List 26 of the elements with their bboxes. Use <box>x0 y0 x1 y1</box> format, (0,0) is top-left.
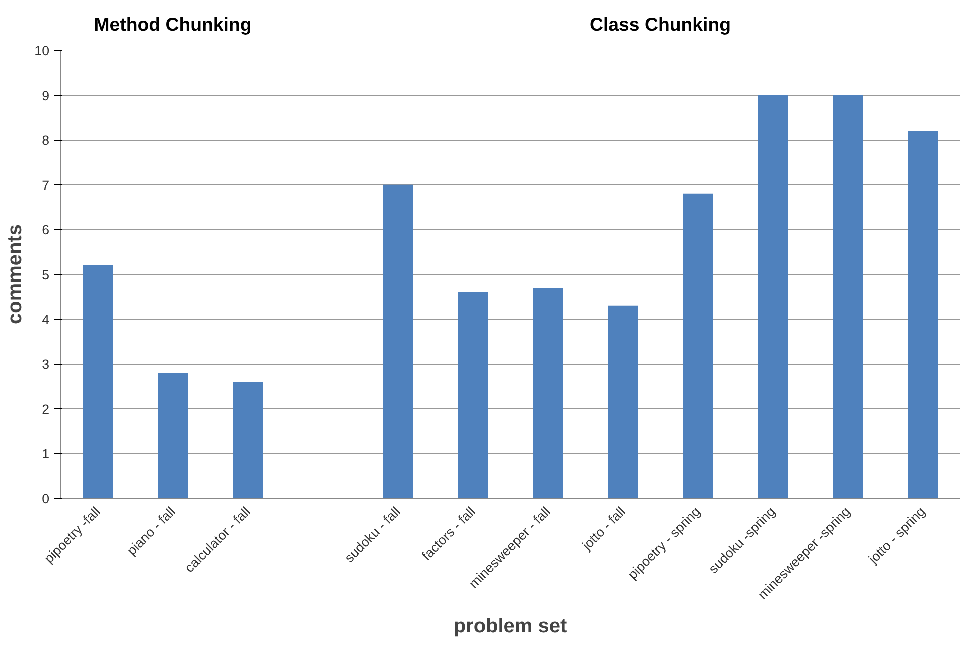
bar <box>458 292 488 498</box>
y-tick-label: 6 <box>42 222 50 238</box>
bar <box>683 194 713 498</box>
y-tick-label: 5 <box>42 268 50 282</box>
y-tick-label: 8 <box>42 133 50 148</box>
text: Class Chunking <box>590 14 731 35</box>
bar <box>383 184 413 498</box>
y-tick-label: 4 <box>42 312 50 328</box>
y-tick-label: 7 <box>42 178 50 193</box>
y-tick-label: 1 <box>42 446 50 462</box>
y-tick-label: 0 <box>42 492 50 506</box>
text: Method Chunking <box>94 14 252 35</box>
bar <box>233 382 263 498</box>
bar <box>908 131 938 498</box>
y-tick-label: 3 <box>42 357 50 372</box>
bar <box>608 306 638 498</box>
x-axis-title: problem set <box>454 616 568 638</box>
bar <box>83 266 113 498</box>
bar <box>533 288 563 498</box>
bar <box>833 95 863 498</box>
bar <box>758 95 788 498</box>
y-axis-title: comments <box>4 224 27 325</box>
bar <box>158 373 188 498</box>
y-tick-label: 2 <box>42 402 50 417</box>
y-tick-label: 9 <box>42 88 50 104</box>
y-tick-label: 10 <box>34 44 50 58</box>
